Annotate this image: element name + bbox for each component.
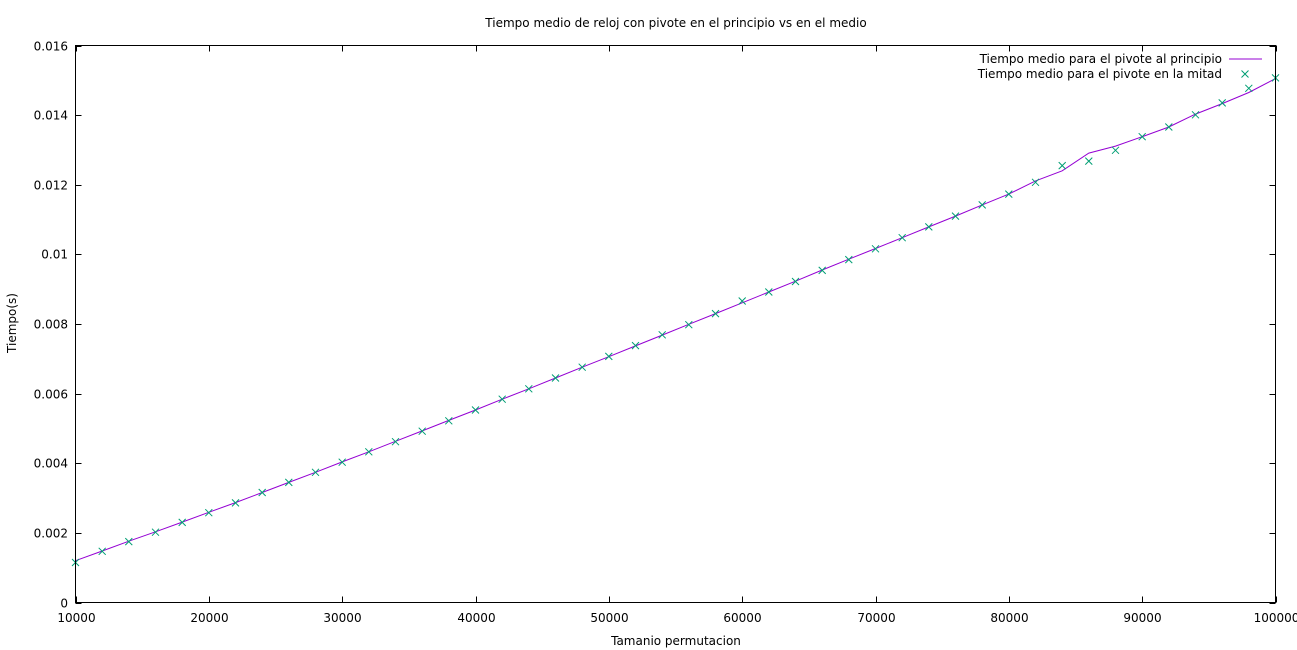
data-point-pivote-mitad (151, 528, 160, 537)
data-point-pivote-mitad (1218, 99, 1227, 107)
x-tick-label: 10000 (57, 611, 95, 625)
data-point-pivote-mitad (1058, 161, 1067, 170)
data-point-pivote-mitad (204, 508, 213, 517)
data-point-pivote-mitad (231, 499, 240, 507)
series-layer (71, 74, 1280, 567)
y-tick-label: 0.012 (34, 179, 68, 193)
data-point-pivote-mitad (871, 244, 880, 253)
x-tick-label: 30000 (323, 611, 361, 625)
data-point-pivote-mitad (98, 547, 107, 556)
data-point-pivote-mitad (631, 341, 640, 350)
x-tick-label: 60000 (723, 611, 761, 625)
data-point-pivote-mitad (1084, 157, 1093, 165)
y-tick-label: 0.01 (41, 248, 68, 262)
data-point-pivote-mitad (551, 374, 560, 382)
data-point-pivote-mitad (764, 288, 773, 296)
y-tick-label: 0.016 (34, 40, 68, 54)
y-tick-label: 0.004 (34, 457, 68, 471)
series-line-pivote-principio (75, 78, 1276, 562)
x-tick-label: 50000 (590, 611, 628, 625)
ticks: 0 0.002 0.004 0.006 0.008 0.01 0.012 0.014 0.016… (34, 40, 1297, 626)
data-point-pivote-mitad (1244, 84, 1253, 93)
data-point-pivote-mitad (1111, 146, 1120, 155)
data-point-pivote-mitad (924, 223, 933, 231)
x-tick-label: 20000 (190, 611, 228, 625)
data-point-pivote-mitad (418, 427, 427, 436)
x-tick-label: 100000 (1254, 611, 1297, 625)
data-point-pivote-mitad (711, 309, 720, 318)
data-point-pivote-mitad (578, 363, 587, 372)
data-point-pivote-mitad (338, 458, 347, 467)
data-point-pivote-mitad (258, 488, 267, 497)
plot-frame (75, 45, 1276, 603)
data-point-pivote-mitad (524, 384, 533, 393)
data-point-pivote-mitad (1031, 178, 1040, 187)
data-point-pivote-mitad (738, 297, 747, 305)
data-point-pivote-mitad (978, 201, 987, 209)
x-tick-label: 40000 (457, 611, 495, 625)
legend-point-sample (1241, 70, 1249, 78)
x-tick-label: 90000 (1123, 611, 1161, 625)
data-point-pivote-mitad (444, 416, 453, 425)
chart-title: Tiempo medio de reloj con pivote en el p… (484, 16, 866, 30)
data-point-pivote-mitad (1138, 132, 1147, 141)
data-point-pivote-mitad (658, 330, 667, 339)
y-tick-label: 0.014 (34, 109, 68, 123)
legend-label: Tiempo medio para el pivote en la mitad (977, 67, 1222, 81)
data-point-pivote-mitad (311, 468, 320, 477)
data-point-pivote-mitad (364, 447, 373, 456)
y-tick-label: 0.008 (34, 318, 68, 332)
data-point-pivote-mitad (844, 255, 853, 264)
y-tick-label: 0.002 (34, 527, 68, 541)
data-point-pivote-mitad (471, 406, 480, 414)
data-point-pivote-mitad (684, 320, 693, 329)
data-point-pivote-mitad (818, 266, 827, 275)
data-point-pivote-mitad (284, 478, 293, 487)
data-point-pivote-mitad (1164, 123, 1173, 131)
data-point-pivote-mitad (124, 537, 133, 546)
y-tick-label: 0 (60, 597, 68, 611)
legend-label: Tiempo medio para el pivote al principio (979, 52, 1222, 66)
x-axis-label: Tamanio permutacion (610, 634, 741, 648)
legend: Tiempo medio para el pivote al principio… (977, 52, 1262, 81)
data-point-pivote-mitad (1004, 190, 1013, 198)
data-point-pivote-mitad (1191, 110, 1200, 119)
data-point-pivote-mitad (791, 277, 800, 286)
data-point-pivote-mitad (898, 233, 907, 242)
data-point-pivote-mitad (951, 212, 960, 220)
data-point-pivote-mitad (391, 437, 400, 446)
data-point-pivote-mitad (178, 518, 187, 527)
x-tick-label: 70000 (857, 611, 895, 625)
y-axis-label: Tiempo(s) (5, 293, 19, 354)
data-point-pivote-mitad (498, 395, 507, 404)
y-tick-label: 0.006 (34, 388, 68, 402)
x-tick-label: 80000 (990, 611, 1028, 625)
data-point-pivote-mitad (604, 352, 613, 361)
